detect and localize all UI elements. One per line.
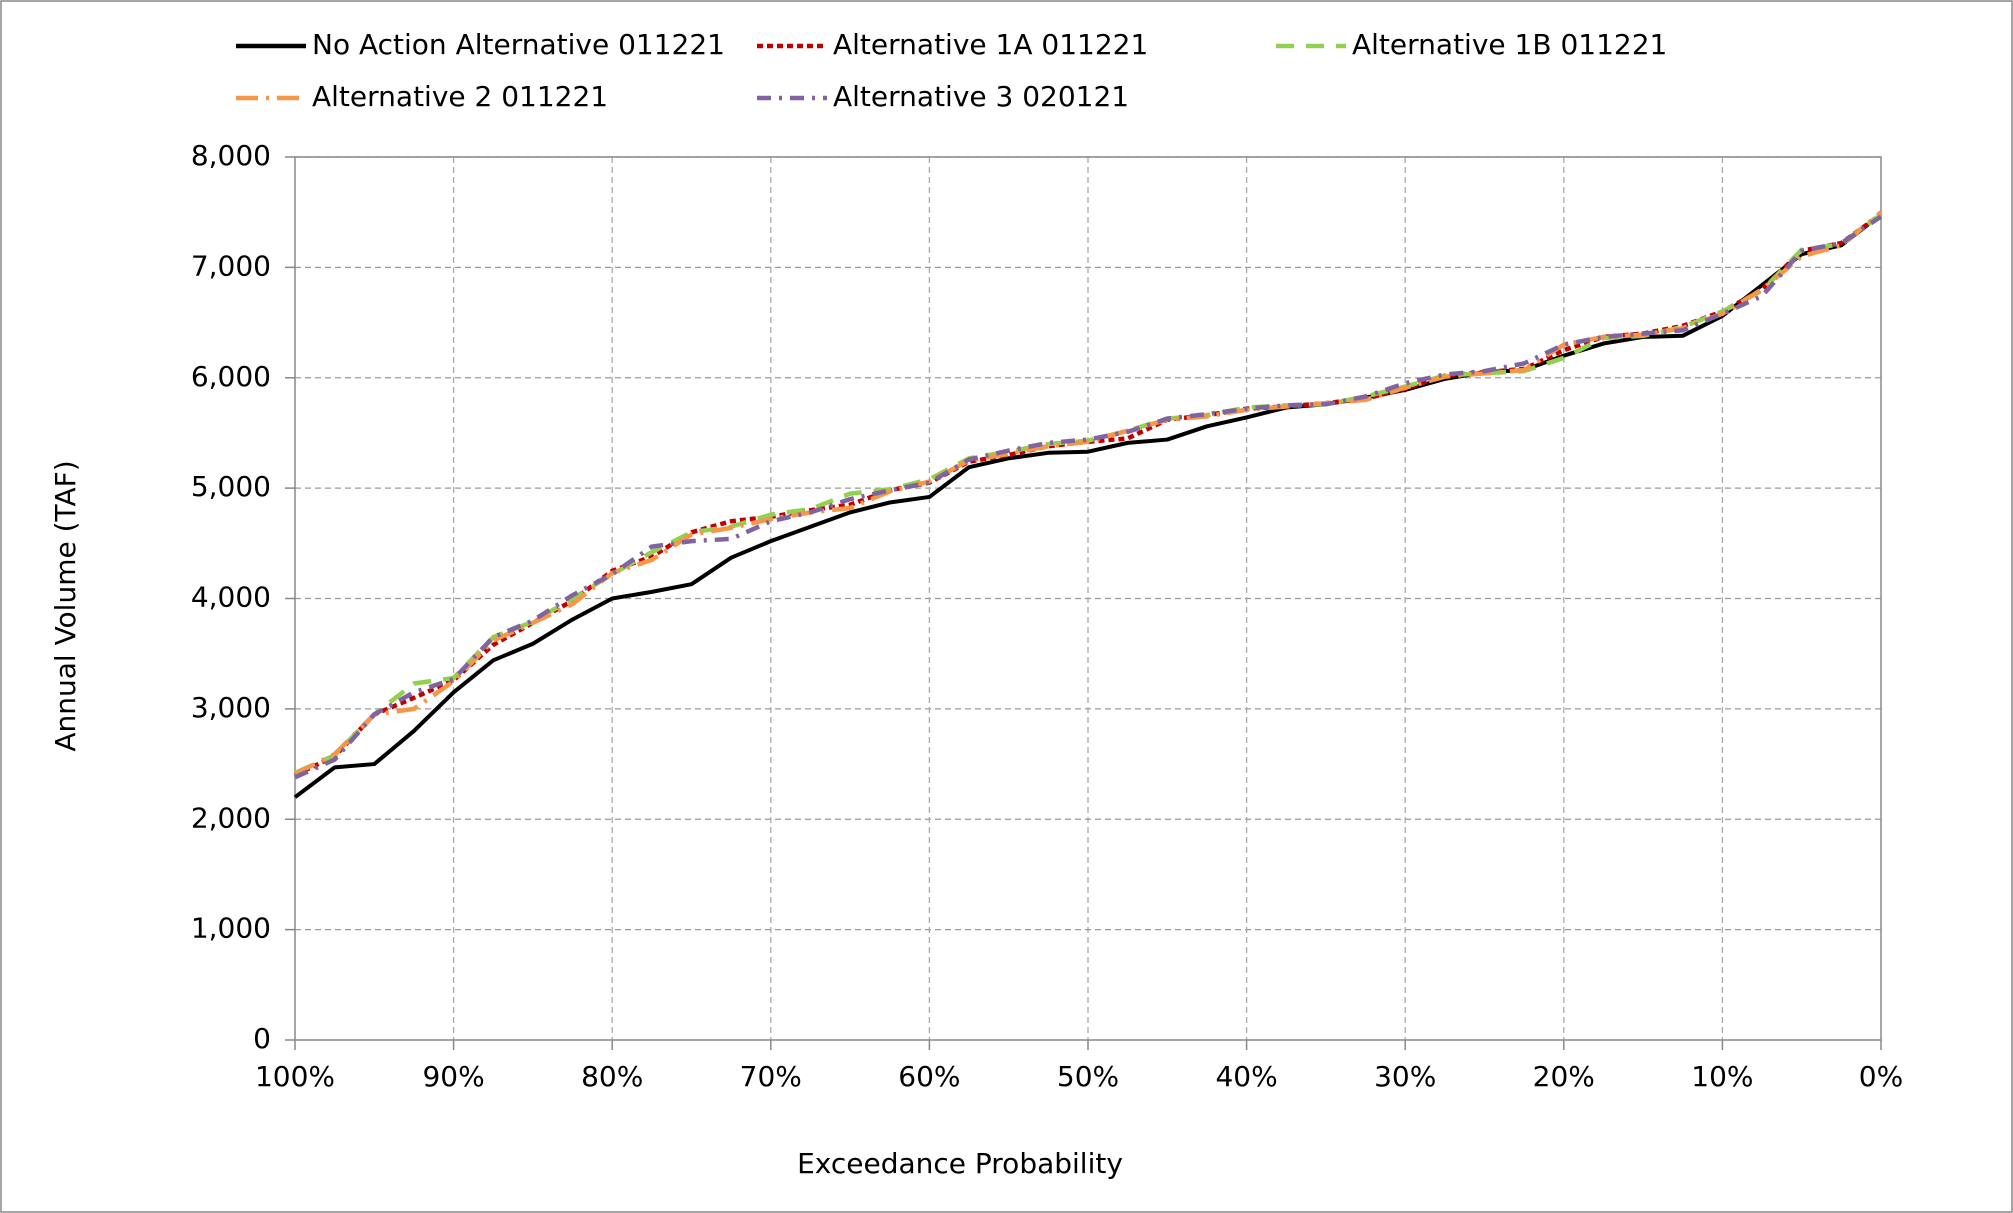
y-tick-label: 3,000 [191,691,271,724]
legend-label: Alternative 2 011221 [312,80,608,113]
y-tick-label: 1,000 [191,912,271,945]
plot-frame [294,156,1882,1041]
x-tick-label: 40% [1215,1060,1277,1093]
x-tick-label: 60% [898,1060,960,1093]
y-tick-label: 4,000 [191,581,271,614]
x-tick-label: 10% [1691,1060,1753,1093]
x-tick-label: 90% [422,1060,484,1093]
y-tick-label: 7,000 [191,249,271,282]
y-tick-label: 5,000 [191,470,271,503]
legend-label: Alternative 1B 011221 [1352,28,1667,61]
y-tick-label: 8,000 [191,139,271,172]
legend-label: No Action Alternative 011221 [312,28,725,61]
series-line [293,212,1883,799]
x-tick-label: 100% [255,1060,335,1093]
x-tick-label: 80% [581,1060,643,1093]
x-tick-label: 0% [1859,1060,1903,1093]
y-tick-label: 0 [253,1022,271,1055]
series-line [294,214,1883,780]
y-axis-title: Annual Volume (TAF) [49,460,82,751]
y-tick-label: 2,000 [191,801,271,834]
x-tick-label: 50% [1057,1060,1119,1093]
x-tick-label: 20% [1533,1060,1595,1093]
x-tick-label: 70% [740,1060,802,1093]
y-tick-label: 6,000 [191,360,271,393]
legend-label: Alternative 1A 011221 [833,28,1148,61]
legend-label: Alternative 3 020121 [833,80,1129,113]
x-tick-label: 30% [1374,1060,1436,1093]
x-axis-title: Exceedance Probability [797,1147,1123,1180]
